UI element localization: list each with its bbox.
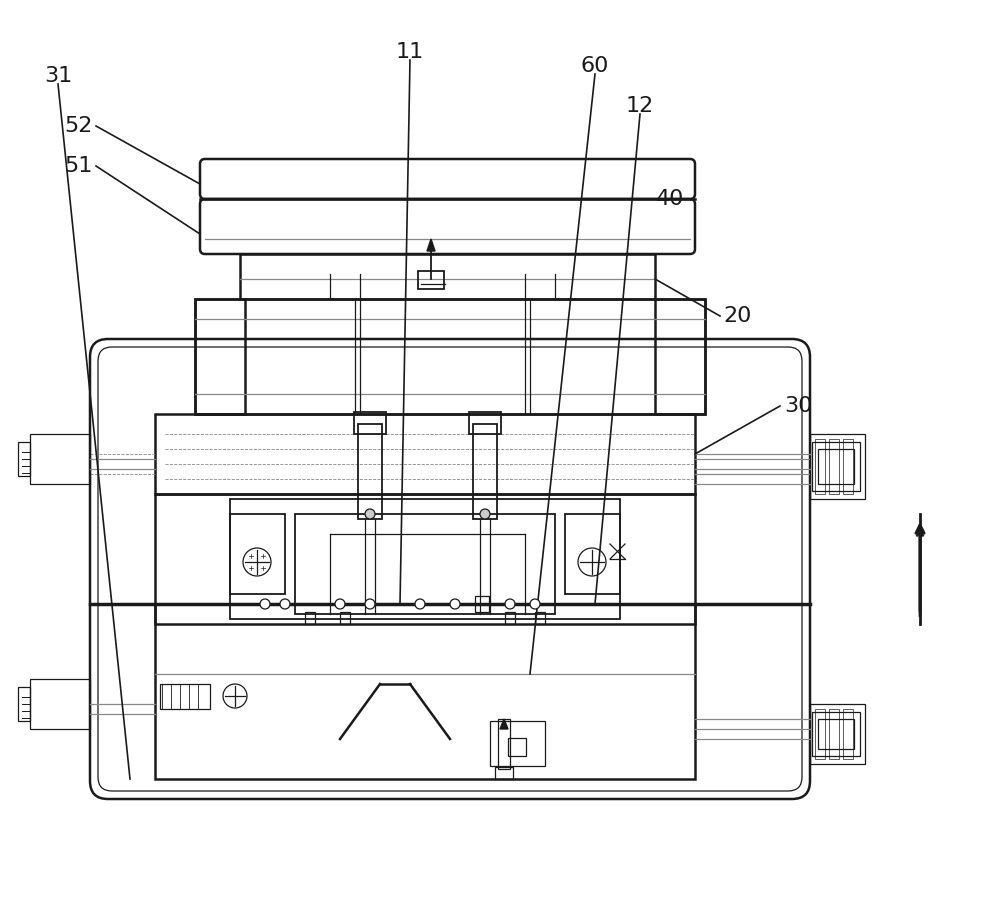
Circle shape (280, 599, 290, 609)
Bar (818, 449, 854, 484)
Bar (810, 434, 865, 499)
Bar (829, 439, 839, 494)
Bar (18, 687, 30, 721)
Text: 12: 12 (626, 96, 654, 116)
Bar (155, 604, 695, 779)
Circle shape (415, 599, 425, 609)
Bar (498, 719, 510, 769)
Bar (354, 412, 386, 434)
Bar (305, 612, 315, 624)
Bar (843, 439, 853, 494)
Bar (195, 299, 245, 414)
Bar (155, 414, 695, 494)
Bar (812, 442, 860, 491)
Bar (505, 612, 515, 624)
Text: 60: 60 (581, 56, 609, 76)
Polygon shape (500, 719, 508, 729)
Circle shape (335, 599, 345, 609)
Bar (240, 254, 655, 299)
Circle shape (530, 599, 540, 609)
Text: 52: 52 (64, 116, 92, 136)
Bar (160, 684, 210, 709)
Polygon shape (427, 239, 435, 251)
Bar (815, 439, 825, 494)
Bar (812, 712, 860, 756)
Bar (655, 299, 705, 414)
Bar (469, 412, 501, 434)
Circle shape (260, 599, 270, 609)
Bar (195, 299, 705, 414)
Circle shape (365, 599, 375, 609)
Bar (475, 596, 489, 612)
Text: 31: 31 (44, 66, 72, 86)
Circle shape (480, 509, 490, 519)
Bar (30, 679, 90, 729)
Text: 51: 51 (64, 156, 92, 176)
Bar (230, 514, 285, 594)
Bar (340, 612, 350, 624)
Circle shape (450, 599, 460, 609)
Bar (508, 738, 526, 756)
Bar (30, 434, 90, 484)
Text: 30: 30 (784, 396, 812, 416)
Bar (418, 271, 444, 289)
Bar (495, 767, 513, 779)
Bar (295, 514, 555, 614)
Bar (565, 514, 620, 594)
Bar (155, 494, 695, 624)
Text: 20: 20 (724, 306, 752, 326)
Bar (815, 709, 825, 759)
Circle shape (505, 599, 515, 609)
Bar (473, 424, 497, 519)
Text: 11: 11 (396, 42, 424, 62)
Bar (490, 721, 545, 766)
Bar (230, 499, 620, 619)
Circle shape (365, 509, 375, 519)
Bar (843, 709, 853, 759)
Bar (829, 709, 839, 759)
Bar (358, 424, 382, 519)
Bar (818, 719, 854, 749)
Bar (810, 704, 865, 764)
Bar (535, 612, 545, 624)
Bar (18, 442, 30, 476)
Text: 40: 40 (656, 189, 684, 209)
